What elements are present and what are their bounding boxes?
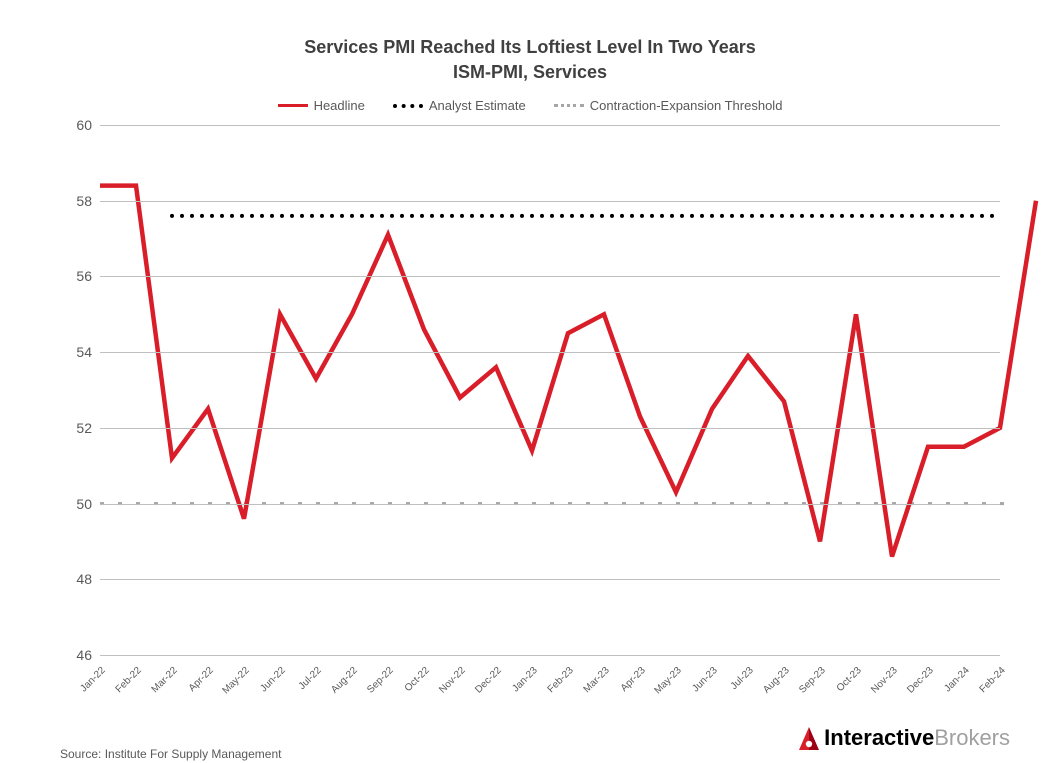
- x-axis-label: Apr-23: [619, 665, 648, 694]
- gridline: [100, 125, 1000, 126]
- legend-label-headline: Headline: [314, 98, 365, 113]
- gridline: [100, 655, 1000, 656]
- legend: Headline Analyst Estimate Contraction-Ex…: [60, 98, 1000, 113]
- legend-item-headline: Headline: [278, 98, 365, 113]
- source-text: Source: Institute For Supply Management: [60, 747, 281, 761]
- gridline: [100, 428, 1000, 429]
- x-axis-label: Dec-22: [473, 665, 504, 696]
- legend-item-threshold: Contraction-Expansion Threshold: [554, 98, 783, 113]
- chart-title: Services PMI Reached Its Loftiest Level …: [60, 35, 1000, 85]
- x-axis-label: Aug-22: [329, 665, 360, 696]
- logo-icon: [798, 725, 820, 751]
- y-axis-label: 60: [60, 117, 92, 133]
- logo-text-interactive: Interactive: [824, 725, 934, 751]
- chart-svg: [100, 125, 1000, 655]
- gridline: [100, 352, 1000, 353]
- y-axis-label: 46: [60, 647, 92, 663]
- x-axis-label: Sep-22: [365, 665, 396, 696]
- x-axis-label: Nov-23: [869, 665, 900, 696]
- legend-swatch-dotted-gray: [554, 104, 584, 107]
- x-axis-label: Jul-23: [729, 665, 756, 692]
- x-axis-label: Feb-22: [114, 665, 144, 695]
- x-axis-label: Jun-23: [690, 665, 719, 694]
- x-axis-label: Apr-22: [187, 665, 216, 694]
- x-axis-label: Jun-22: [258, 665, 287, 694]
- title-line-2: ISM-PMI, Services: [453, 62, 607, 82]
- x-axis-label: Feb-24: [978, 665, 1008, 695]
- gridline: [100, 276, 1000, 277]
- x-axis-label: May-23: [652, 665, 683, 696]
- logo-text-brokers: Brokers: [934, 725, 1010, 751]
- series-headline: [100, 186, 1036, 557]
- y-axis-label: 52: [60, 420, 92, 436]
- x-axis-label: Oct-23: [835, 665, 864, 694]
- gridline: [100, 504, 1000, 505]
- legend-swatch-solid: [278, 104, 308, 107]
- brand-logo: InteractiveBrokers: [798, 725, 1010, 751]
- x-axis-label: Mar-23: [582, 665, 612, 695]
- gridline: [100, 201, 1000, 202]
- x-axis-label: Jan-24: [942, 665, 971, 694]
- legend-item-estimate: Analyst Estimate: [393, 98, 526, 113]
- gridline: [100, 579, 1000, 580]
- x-axis-label: May-22: [220, 665, 251, 696]
- x-axis-label: Oct-22: [403, 665, 432, 694]
- y-axis-label: 48: [60, 571, 92, 587]
- y-axis-label: 58: [60, 193, 92, 209]
- x-axis-label: Feb-23: [546, 665, 576, 695]
- legend-label-threshold: Contraction-Expansion Threshold: [590, 98, 783, 113]
- y-axis-label: 54: [60, 344, 92, 360]
- plot-area: 4648505254565860Jan-22Feb-22Mar-22Apr-22…: [100, 125, 1000, 655]
- x-axis-label: Mar-22: [150, 665, 180, 695]
- x-axis-label: Aug-23: [761, 665, 792, 696]
- x-axis-label: Sep-23: [797, 665, 828, 696]
- legend-label-estimate: Analyst Estimate: [429, 98, 526, 113]
- legend-swatch-dotted-black: [393, 104, 423, 108]
- x-axis-label: Dec-23: [905, 665, 936, 696]
- y-axis-label: 50: [60, 496, 92, 512]
- title-line-1: Services PMI Reached Its Loftiest Level …: [304, 37, 756, 57]
- x-axis-label: Jan-22: [78, 665, 107, 694]
- y-axis-label: 56: [60, 268, 92, 284]
- x-axis-label: Jan-23: [510, 665, 539, 694]
- x-axis-label: Nov-22: [437, 665, 468, 696]
- x-axis-label: Jul-22: [297, 665, 324, 692]
